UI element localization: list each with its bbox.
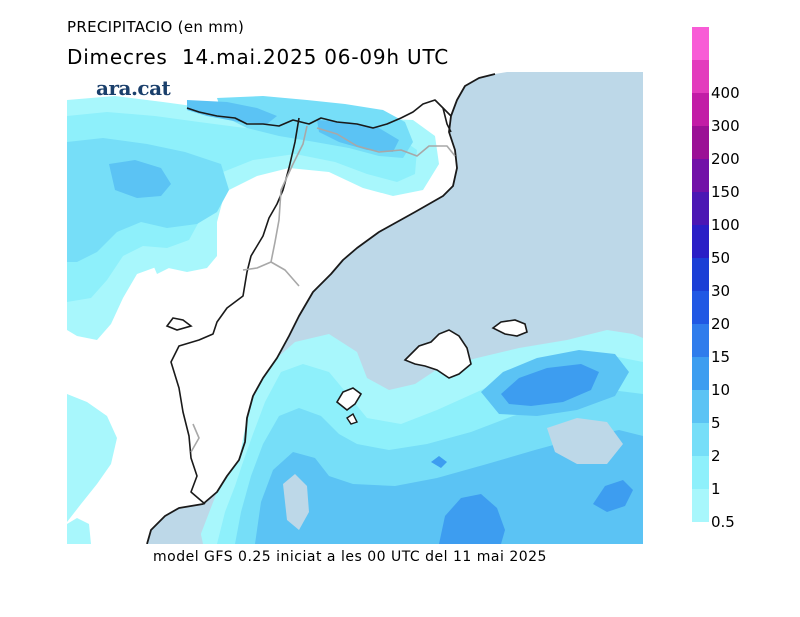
legend-label: 200 [711, 150, 740, 168]
precip-gap-west [283, 474, 309, 530]
model-info: model GFS 0.25 iniciat a les 00 UTC del … [153, 549, 547, 565]
precip-area-10mm-southeast [593, 480, 633, 512]
map-title: PRECIPITACIO (en mm) [67, 18, 245, 36]
legend-color-box [692, 225, 709, 258]
eivissa-island [335, 387, 363, 412]
precip-area-0.5mm-southwest [67, 518, 91, 544]
ara-cat-logo: ara.cat [96, 76, 171, 100]
legend-label: 5 [711, 414, 721, 432]
legend-label: 1 [711, 480, 721, 498]
precip-area-5mm-pyrenees [187, 100, 277, 124]
legend-color-box [692, 324, 709, 357]
precip-area-0.5mm-west [67, 394, 117, 522]
legend-label: 400 [711, 84, 740, 102]
legend-label: 30 [711, 282, 731, 300]
precipitation-map [67, 72, 643, 544]
coastline [146, 73, 496, 544]
valencia-border [190, 423, 200, 453]
france-spain-border [186, 99, 452, 129]
precip-area-5mm-south [255, 430, 643, 544]
precip-area-10mm-east [501, 364, 599, 406]
legend-color-box [692, 93, 709, 126]
formentera-island [346, 412, 358, 425]
precip-area-10mm-south [439, 494, 505, 544]
catalan-provinces-border [242, 125, 456, 287]
precip-gap-east [547, 418, 623, 464]
legend-label: 0.5 [711, 513, 735, 531]
legend-label: 100 [711, 216, 740, 234]
legend-color-box [692, 456, 709, 489]
menorca-island [491, 319, 528, 337]
legend-label: 20 [711, 315, 731, 333]
legend-label: 300 [711, 117, 740, 135]
legend-color-box [692, 159, 709, 192]
legend-color-box [692, 390, 709, 423]
legend-color-box [692, 126, 709, 159]
legend-color-box [692, 60, 709, 93]
precip-gap-southwest [151, 510, 203, 544]
legend-label: 2 [711, 447, 721, 465]
legend-color-box [692, 27, 709, 60]
legend-label: 50 [711, 249, 731, 267]
precip-area-5mm-west [109, 160, 171, 198]
inland-border-small [165, 317, 193, 331]
precipitation-legend: 0.5 1 2 5 10 15 20 30 50 100 150 200 300 400 [692, 27, 792, 532]
precip-area-10mm-spot [431, 456, 447, 468]
legend-color-box [692, 489, 709, 522]
legend-label: 15 [711, 348, 731, 366]
precip-area-5mm-east-pyrenees [317, 120, 399, 152]
legend-color-box [692, 192, 709, 225]
legend-color-box [692, 357, 709, 390]
legend-label: 10 [711, 381, 731, 399]
aragon-border [170, 117, 300, 505]
legend-color-box [692, 423, 709, 456]
mallorca-island [403, 329, 472, 379]
legend-label: 150 [711, 183, 740, 201]
legend-color-box [692, 258, 709, 291]
precip-area-0.5mm-west-small [151, 252, 169, 274]
france-border-north [442, 107, 452, 133]
forecast-period: Dimecres 14.mai.2025 06-09h UTC [67, 45, 450, 69]
precip-area-2mm-north [67, 138, 229, 262]
legend-color-box [692, 291, 709, 324]
